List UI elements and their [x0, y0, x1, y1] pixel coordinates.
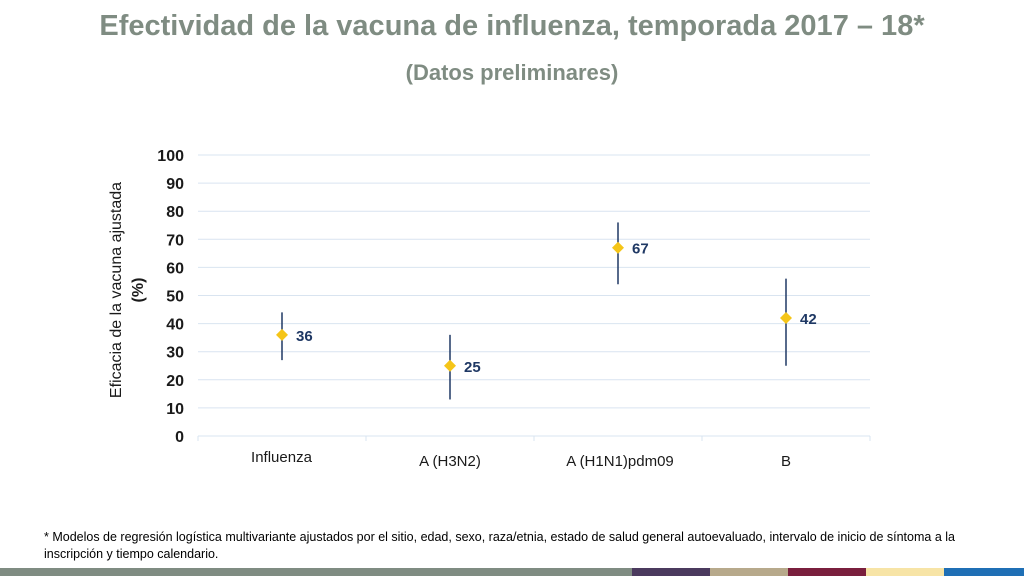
data-label: 42	[800, 311, 817, 328]
y-tick-label: 90	[166, 176, 184, 193]
y-tick-label: 40	[166, 317, 184, 334]
data-point-marker	[780, 311, 792, 324]
chart-subtitle: (Datos preliminares)	[405, 60, 619, 85]
footer-segment	[788, 568, 866, 576]
footer-color-bar	[0, 568, 1024, 576]
x-category-label: Influenza	[251, 449, 313, 466]
x-category-label: B	[781, 453, 791, 470]
footer-segment	[866, 568, 944, 576]
y-tick-label: 60	[166, 260, 184, 277]
footer-segment	[944, 568, 1024, 576]
y-tick-label: 50	[166, 289, 184, 306]
y-tick-label: 20	[166, 373, 184, 390]
data-label: 36	[296, 328, 313, 345]
footer-segment	[0, 568, 632, 576]
footer-segment	[710, 568, 788, 576]
x-category-label: A (H3N2)	[419, 453, 481, 470]
y-tick-label: 100	[157, 148, 184, 165]
footnote: * Modelos de regresión logística multiva…	[44, 530, 955, 561]
y-tick-label: 10	[166, 401, 184, 418]
chart-title: Efectividad de la vacuna de influenza, t…	[99, 10, 925, 42]
y-tick-label: 30	[166, 345, 184, 362]
y-tick-label: 70	[166, 232, 184, 249]
y-tick-label: 80	[166, 204, 184, 221]
data-point-marker	[444, 359, 456, 372]
y-axis-label: Eficacia de la vacuna ajustada	[108, 182, 125, 398]
y-tick-label: 0	[175, 429, 184, 446]
y-axis-label: (%)	[130, 278, 147, 303]
data-label: 25	[464, 359, 481, 376]
data-label: 67	[632, 241, 649, 258]
data-point-marker	[276, 328, 288, 341]
data-point-marker	[612, 241, 624, 254]
footer-segment	[632, 568, 710, 576]
x-category-label: A (H1N1)pdm09	[566, 453, 674, 470]
